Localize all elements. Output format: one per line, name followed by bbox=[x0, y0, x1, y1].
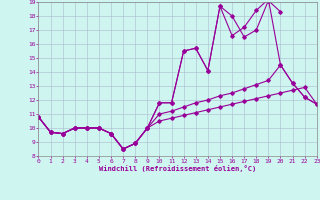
X-axis label: Windchill (Refroidissement éolien,°C): Windchill (Refroidissement éolien,°C) bbox=[99, 165, 256, 172]
